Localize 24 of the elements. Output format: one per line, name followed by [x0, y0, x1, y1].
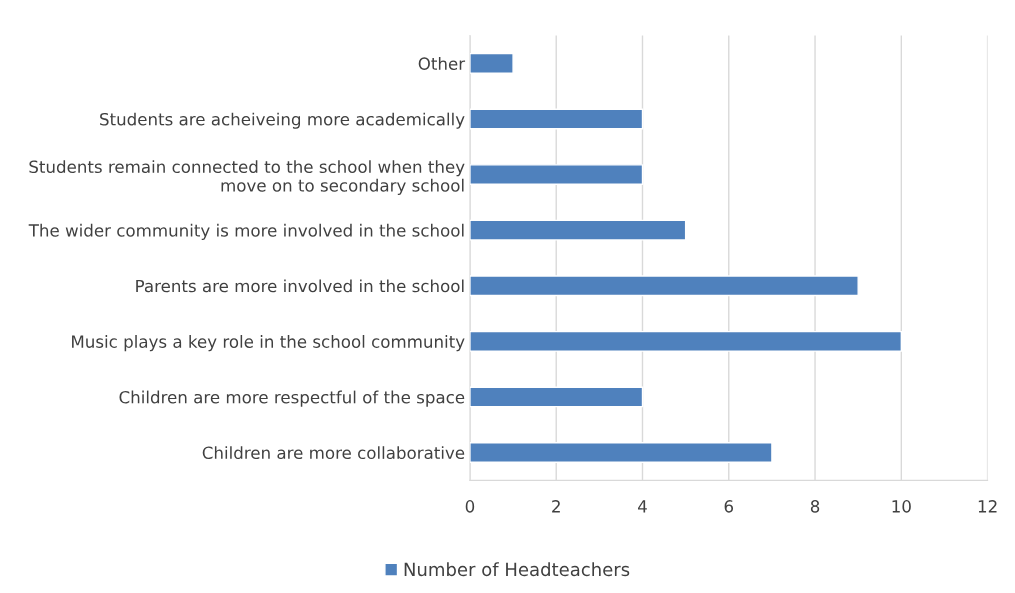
bar: [469, 219, 687, 241]
x-tick-label: 0: [465, 500, 475, 513]
x-tick-label: 2: [552, 500, 560, 513]
bar: [469, 386, 644, 408]
bar: [469, 164, 644, 185]
y-tick-label: Parents are more involved in the school: [136, 279, 464, 293]
bar: [469, 52, 514, 74]
y-tick-label: Other: [418, 57, 466, 70]
bar: [469, 108, 644, 130]
y-tick-label: The wider community is more involved in the school: [28, 223, 464, 240]
y-tick-label: Children are more collaborative: [202, 446, 465, 460]
bar: [469, 330, 903, 352]
bar: [469, 442, 773, 463]
y-tick-label: Music plays a key role in the school community: [72, 335, 465, 352]
legend-label: Number of Headteachers: [404, 562, 630, 577]
x-tick-label: 10: [892, 500, 911, 513]
x-tick-label: 8: [810, 500, 820, 513]
y-tick-label: Children are more respectful of the space: [119, 390, 465, 407]
x-tick-label: 12: [978, 500, 997, 513]
y-tick-label: Students are acheiveing more academically: [100, 112, 465, 129]
x-tick-label: 6: [724, 500, 734, 513]
y-tick-label: Students remain connected to the school when they move on to secondary school: [29, 160, 465, 195]
bar: [469, 275, 859, 297]
x-tick-label: 4: [638, 500, 647, 513]
